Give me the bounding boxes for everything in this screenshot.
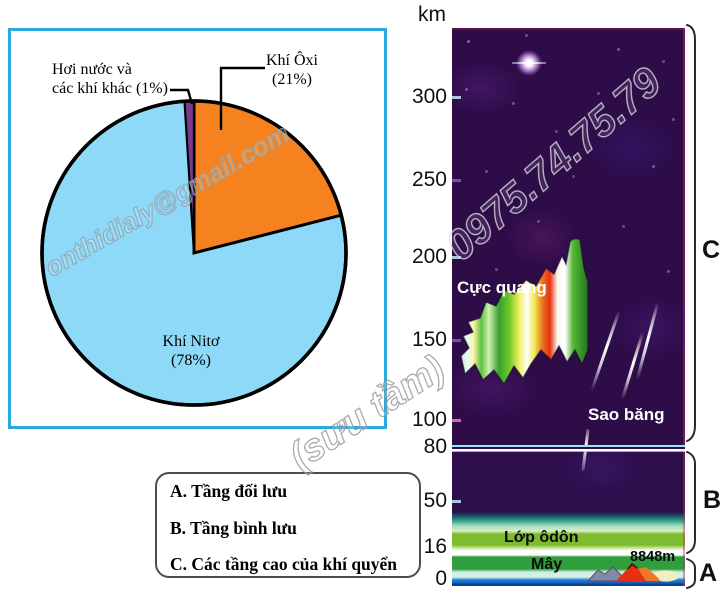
pie-label-nitrogen-line1: Khí Nitơ [162, 333, 220, 350]
pie-outline [40, 99, 348, 407]
layer-letter-c: C [702, 236, 721, 264]
axis-tick-100: 100 [411, 408, 447, 431]
pie-label-nitrogen-line2: (78%) [171, 352, 211, 369]
layers-legend-box: A. Tầng đối lưu B. Tầng bình lưu C. Các … [155, 472, 421, 578]
aurora-graphic [460, 238, 589, 386]
aurora-label: Cực quang [457, 278, 547, 297]
bracket-c [686, 24, 696, 442]
axis-tick-300: 300 [411, 85, 447, 108]
axis-tick-150: 150 [411, 328, 447, 351]
bracket-a [686, 558, 696, 589]
tick-dash-250 [452, 179, 461, 182]
pie-label-water-line2: các khí khác (1%) [52, 80, 168, 97]
atmosphere-photo: Cực quang Sao băng Lớp ôdôn Mây 8848m [452, 28, 685, 586]
pie-label-nitrogen: Khí Nitơ (78%) [141, 332, 241, 370]
pie-chart [40, 66, 348, 407]
ozone-layer-label: Lớp ôdôn [504, 529, 579, 546]
tick-dash-50 [452, 500, 461, 503]
legend-item-upper-layers: C. Các tầng cao của khí quyển [170, 554, 398, 574]
mountain-flank-orange [638, 567, 660, 581]
bracket-b [686, 451, 696, 554]
axis-tick-50: 50 [423, 489, 447, 512]
tick-dash-200 [452, 256, 461, 259]
everest-mountain-graphic [588, 562, 679, 582]
everest-height-label: 8848m [630, 549, 676, 565]
tick-dash-150 [452, 339, 461, 342]
axis-tick-0: 0 [435, 567, 447, 590]
callout-line-water [170, 88, 194, 105]
legend-item-troposphere: A. Tầng đối lưu [170, 481, 288, 501]
faint-stars [467, 40, 470, 43]
tick-dash-100 [452, 419, 461, 422]
cloud-label: Mây [531, 556, 563, 573]
layer-brackets [686, 24, 696, 589]
cloud-puff [653, 570, 679, 582]
layer-letter-b: B [703, 486, 722, 514]
meteor-label: Sao băng [588, 405, 665, 424]
pie-chart-panel [8, 28, 387, 429]
axis-unit-label: km [418, 3, 446, 26]
mountain-summit-line [627, 562, 638, 570]
callout-line-oxygen [219, 66, 265, 130]
axis-tick-80: 80 [423, 435, 447, 458]
axis-tick-250: 250 [411, 168, 447, 191]
boundary-line-80km [452, 445, 685, 452]
pie-label-oxygen-line1: Khí Ôxi [266, 52, 318, 69]
legend-item-stratosphere: B. Tầng bình lưu [170, 518, 297, 538]
pie-label-oxygen-line2: (21%) [272, 71, 312, 88]
pie-label-oxygen: Khí Ôxi (21%) [250, 51, 334, 89]
pie-label-water-line1: Hơi nước và [52, 61, 132, 78]
axis-tick-200: 200 [411, 245, 447, 268]
pie-label-water-other: Hơi nước và các khí khác (1%) [52, 60, 168, 98]
tick-dash-300 [452, 96, 461, 99]
layer-letter-a: A [699, 559, 718, 587]
bright-star [512, 50, 546, 76]
axis-tick-16: 16 [423, 535, 447, 558]
